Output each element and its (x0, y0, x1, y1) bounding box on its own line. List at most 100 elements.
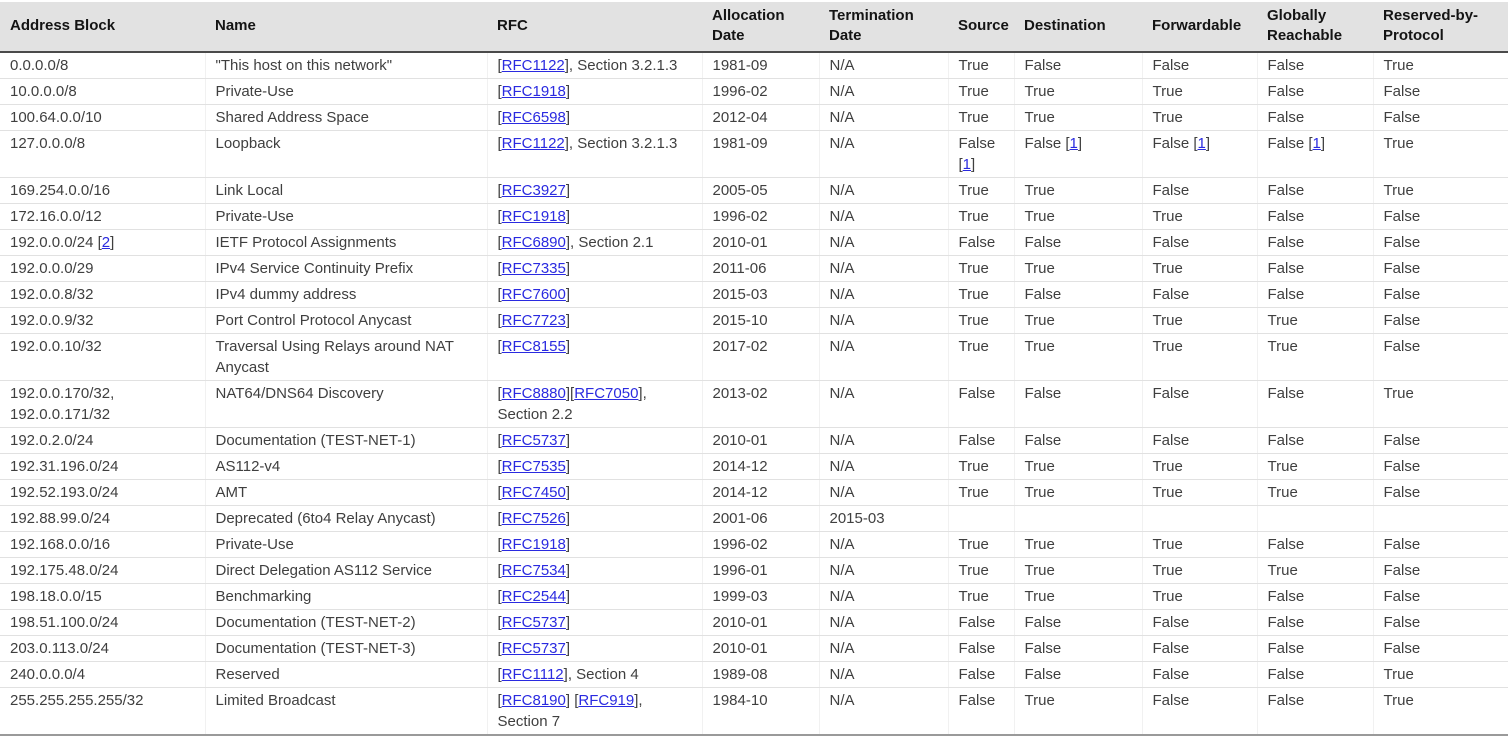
cell-name: Benchmarking (205, 583, 488, 610)
rfc-link[interactable]: RFC919 (578, 691, 635, 709)
rfc-link[interactable]: RFC5737 (501, 431, 566, 449)
cell-destination: True (1014, 583, 1143, 610)
footnote-link[interactable]: 1 (1312, 134, 1321, 152)
footnote-link[interactable]: 2 (101, 233, 111, 251)
cell-forwardable: True (1142, 453, 1258, 480)
cell-allocation_date: 2011-06 (702, 255, 820, 282)
footnote-link[interactable]: 1 (962, 155, 972, 173)
cell-reserved_by_protocol: False (1373, 609, 1508, 636)
cell-source: True (948, 479, 1015, 506)
cell-allocation_date: 1981-09 (702, 130, 820, 178)
cell-destination: True (1014, 453, 1143, 480)
cell-source: True (948, 453, 1015, 480)
cell-source (948, 505, 1015, 532)
cell-rfc: [RFC8190] [RFC919], Section 7 (487, 687, 703, 735)
rfc-link[interactable]: RFC8190 (501, 691, 566, 709)
cell-allocation_date: 2005-05 (702, 177, 820, 204)
cell-name: Documentation (TEST-NET-3) (205, 635, 488, 662)
cell-termination_date: N/A (819, 453, 949, 480)
cell-name: Deprecated (6to4 Relay Anycast) (205, 505, 488, 532)
cell-termination_date: N/A (819, 687, 949, 735)
rfc-link[interactable]: RFC1918 (501, 535, 566, 553)
cell-allocation_date: 1996-02 (702, 203, 820, 230)
cell-address: 192.52.193.0/24 (0, 479, 206, 506)
cell-forwardable: True (1142, 104, 1258, 131)
cell-globally_reachable: False (1257, 203, 1374, 230)
table-row: 172.16.0.0/12 Private-Use [RFC1918] 1996-02… (0, 203, 1508, 230)
rfc-link[interactable]: RFC1918 (501, 82, 566, 100)
table-row: 192.0.0.170/32, 192.0.0.171/32 NAT64/DNS6… (0, 380, 1508, 428)
column-header-forwardable: Forwardable (1142, 2, 1257, 53)
cell-rfc: [RFC5737] (487, 635, 703, 662)
cell-rfc: [RFC7450] (487, 479, 703, 506)
cell-reserved_by_protocol: False (1373, 203, 1508, 230)
cell-forwardable: False (1142, 177, 1258, 204)
cell-name: NAT64/DNS64 Discovery (205, 380, 488, 428)
cell-address: 203.0.113.0/24 (0, 635, 206, 662)
cell-rfc: [RFC1918] (487, 531, 703, 558)
rfc-link[interactable]: RFC7450 (501, 483, 566, 501)
rfc-link[interactable]: RFC7526 (501, 509, 566, 527)
table-row: 10.0.0.0/8 Private-Use [RFC1918] 1996-02 N/A… (0, 78, 1508, 105)
rfc-link[interactable]: RFC3927 (501, 181, 566, 199)
cell-termination_date: N/A (819, 531, 949, 558)
cell-rfc: [RFC1112], Section 4 (487, 661, 703, 688)
cell-reserved_by_protocol: False (1373, 78, 1508, 105)
cell-address: 192.0.0.9/32 (0, 307, 206, 334)
cell-allocation_date: 2010-01 (702, 609, 820, 636)
rfc-link[interactable]: RFC5737 (501, 613, 566, 631)
rfc-link[interactable]: RFC1122 (501, 56, 565, 74)
rfc-link[interactable]: RFC6598 (501, 108, 566, 126)
cell-destination: False (1014, 51, 1143, 79)
rfc-link[interactable]: RFC7335 (501, 259, 566, 277)
rfc-link[interactable]: RFC1918 (501, 207, 566, 225)
cell-termination_date: N/A (819, 635, 949, 662)
cell-address: 10.0.0.0/8 (0, 78, 206, 105)
cell-termination_date: N/A (819, 333, 949, 381)
cell-globally_reachable: False (1257, 229, 1374, 256)
rfc-link[interactable]: RFC7050 (574, 384, 639, 402)
rfc-link[interactable]: RFC7600 (501, 285, 566, 303)
rfc-link[interactable]: RFC2544 (501, 587, 566, 605)
cell-source: True (948, 255, 1015, 282)
cell-source: True (948, 281, 1015, 308)
footnote-link[interactable]: 1 (1197, 134, 1206, 152)
rfc-link[interactable]: RFC1122 (501, 134, 565, 152)
cell-forwardable: False (1142, 661, 1258, 688)
rfc-link[interactable]: RFC8155 (501, 337, 566, 355)
cell-forwardable: False (1142, 609, 1258, 636)
cell-reserved_by_protocol: True (1373, 661, 1508, 688)
cell-forwardable: False [1] (1142, 130, 1258, 178)
cell-forwardable (1142, 505, 1258, 532)
footnote-link[interactable]: 1 (1069, 134, 1078, 152)
rfc-link[interactable]: RFC7535 (501, 457, 566, 475)
table-row: 100.64.0.0/10 Shared Address Space [RFC659… (0, 104, 1508, 131)
cell-rfc: [RFC2544] (487, 583, 703, 610)
cell-allocation_date: 2015-03 (702, 281, 820, 308)
cell-name: Private-Use (205, 78, 488, 105)
cell-name: IPv4 Service Continuity Prefix (205, 255, 488, 282)
cell-globally_reachable: False (1257, 635, 1374, 662)
cell-destination: True (1014, 307, 1143, 334)
cell-rfc: [RFC7535] (487, 453, 703, 480)
cell-source: True (948, 557, 1015, 584)
rfc-link[interactable]: RFC7534 (501, 561, 566, 579)
column-header-allocation_date: Allocation Date (702, 2, 819, 53)
rfc-link[interactable]: RFC8880 (501, 384, 566, 402)
cell-address: 192.0.0.170/32, 192.0.0.171/32 (0, 380, 206, 428)
cell-rfc: [RFC7723] (487, 307, 703, 334)
cell-rfc: [RFC8880][RFC7050], Section 2.2 (487, 380, 703, 428)
cell-globally_reachable: False [1] (1257, 130, 1374, 178)
rfc-link[interactable]: RFC6890 (501, 233, 566, 251)
rfc-link[interactable]: RFC5737 (501, 639, 566, 657)
cell-allocation_date: 2010-01 (702, 427, 820, 454)
cell-forwardable: False (1142, 635, 1258, 662)
cell-globally_reachable: True (1257, 453, 1374, 480)
cell-rfc: [RFC6890], Section 2.1 (487, 229, 703, 256)
cell-allocation_date: 2014-12 (702, 479, 820, 506)
rfc-link[interactable]: RFC1112 (501, 665, 564, 683)
cell-termination_date: N/A (819, 557, 949, 584)
cell-source: True (948, 333, 1015, 381)
rfc-link[interactable]: RFC7723 (501, 311, 566, 329)
